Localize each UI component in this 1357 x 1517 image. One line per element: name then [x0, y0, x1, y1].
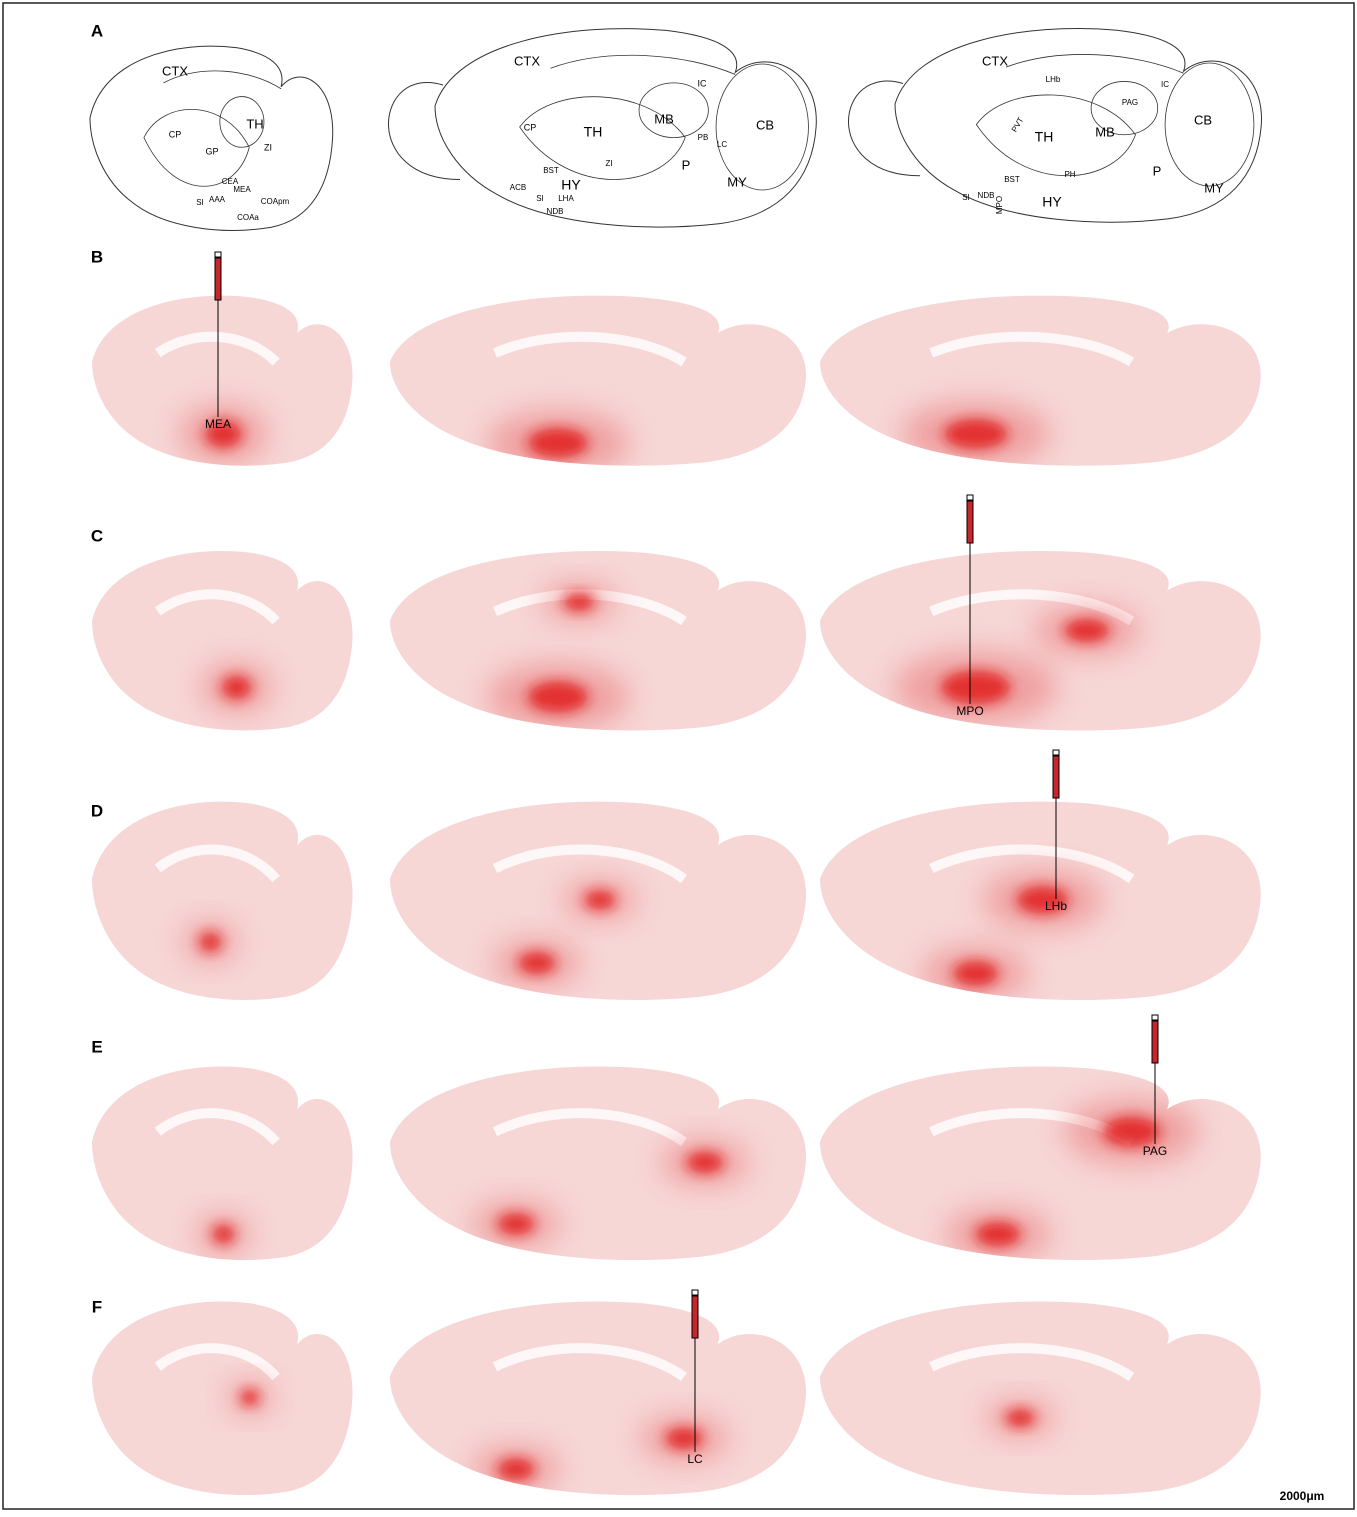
atlas-label: IC	[698, 78, 708, 88]
label-signal	[1005, 1409, 1035, 1427]
injection-label: LC	[687, 1452, 703, 1466]
injection-label: MPO	[956, 704, 983, 718]
atlas-label: PB	[698, 133, 709, 142]
atlas-label: MPO	[995, 196, 1004, 214]
atlas-label: HY	[561, 177, 581, 193]
label-signal	[222, 676, 252, 700]
label-signal	[199, 932, 222, 952]
atlas-label: MY	[727, 174, 747, 189]
atlas-label: BST	[1004, 175, 1020, 184]
panel-label: C	[91, 526, 103, 545]
atlas-label: LC	[717, 140, 727, 149]
atlas-label: SI	[536, 194, 544, 203]
panel-label: F	[92, 1297, 102, 1316]
syringe-barrel	[1053, 756, 1059, 798]
atlas-label: P	[682, 157, 691, 172]
atlas-region	[639, 83, 708, 138]
label-signal	[1103, 1116, 1161, 1147]
atlas-label: MB	[1095, 124, 1115, 139]
atlas-region	[551, 55, 736, 74]
label-signal	[528, 428, 589, 459]
syringe-barrel	[1152, 1021, 1158, 1063]
olfactory-bulb	[388, 82, 460, 179]
label-signal	[686, 1151, 723, 1173]
atlas-label: NDB	[978, 191, 995, 200]
atlas-label: CB	[756, 117, 774, 132]
syringe-barrel	[215, 258, 221, 300]
injection-label: LHb	[1045, 899, 1067, 913]
section	[820, 1301, 1261, 1495]
label-signal	[518, 952, 555, 975]
atlas-label: NDB	[547, 207, 564, 216]
syringe-barrel	[967, 501, 973, 543]
panel-label: E	[91, 1037, 102, 1056]
atlas-label: TH	[584, 124, 603, 140]
atlas-label: SI	[962, 193, 970, 202]
syringe-cap	[1152, 1015, 1158, 1020]
atlas-label: CP	[524, 122, 537, 132]
label-signal	[665, 1427, 702, 1449]
atlas-label: COAa	[237, 213, 259, 222]
atlas-label: MB	[654, 111, 674, 126]
label-signal	[941, 670, 1011, 705]
atlas-label: AAA	[209, 195, 226, 204]
atlas-label: COApm	[261, 197, 290, 206]
injection-label: PAG	[1143, 1144, 1167, 1158]
atlas-label: MEA	[233, 185, 251, 194]
figure: ABCDEFCTXCPTHGPZICEAMEAAAASICOApmCOAaCTX…	[0, 0, 1357, 1512]
syringe-barrel	[692, 1296, 698, 1338]
olfactory-bulb	[848, 81, 920, 176]
panel-label: A	[91, 21, 103, 40]
atlas-label: CTX	[162, 63, 188, 78]
syringe-cap	[1053, 750, 1059, 755]
atlas-label: GP	[205, 146, 218, 156]
syringe-cap	[692, 1290, 698, 1295]
atlas-label: LHb	[1046, 75, 1061, 84]
atlas-label: IC	[1161, 80, 1169, 89]
label-signal	[975, 1222, 1020, 1247]
atlas-label: ZI	[605, 159, 612, 168]
scale-bar-label: 2000μm	[1280, 1489, 1325, 1503]
atlas-region	[144, 109, 249, 186]
label-signal	[212, 1225, 235, 1244]
label-signal	[563, 593, 595, 612]
injection-label: MEA	[205, 417, 231, 431]
atlas-label: MY	[1204, 180, 1224, 195]
atlas-label: CB	[1194, 112, 1212, 127]
atlas-label: SI	[196, 198, 204, 207]
label-signal	[497, 1458, 534, 1480]
syringe-cap	[967, 495, 973, 500]
atlas-region	[1006, 54, 1184, 73]
section	[390, 1301, 806, 1495]
syringe-cap	[215, 252, 221, 257]
atlas-label: ACB	[510, 183, 526, 192]
atlas-label: BST	[543, 166, 559, 175]
atlas-label: PVT	[1010, 116, 1026, 134]
atlas-label: CP	[169, 129, 182, 139]
atlas-label: PH	[1064, 170, 1075, 179]
atlas-label: TH	[1035, 129, 1054, 145]
label-signal	[497, 1213, 534, 1235]
atlas-label: HY	[1042, 194, 1062, 210]
label-signal	[1064, 619, 1109, 643]
atlas-label: CTX	[514, 53, 540, 68]
label-signal	[528, 681, 589, 713]
atlas-label: PAG	[1122, 98, 1138, 107]
atlas-label: P	[1153, 163, 1162, 178]
label-signal	[953, 961, 998, 987]
atlas-label: TH	[246, 116, 263, 131]
section	[92, 1301, 353, 1495]
panel-label: D	[91, 801, 103, 820]
label-signal	[584, 890, 616, 910]
atlas-label: LHA	[558, 194, 574, 203]
panel-label: B	[91, 247, 103, 266]
label-signal	[240, 1389, 259, 1406]
label-signal	[944, 419, 1008, 450]
section	[92, 802, 353, 1000]
atlas-label: CTX	[982, 53, 1008, 68]
atlas-label: ZI	[264, 142, 272, 152]
